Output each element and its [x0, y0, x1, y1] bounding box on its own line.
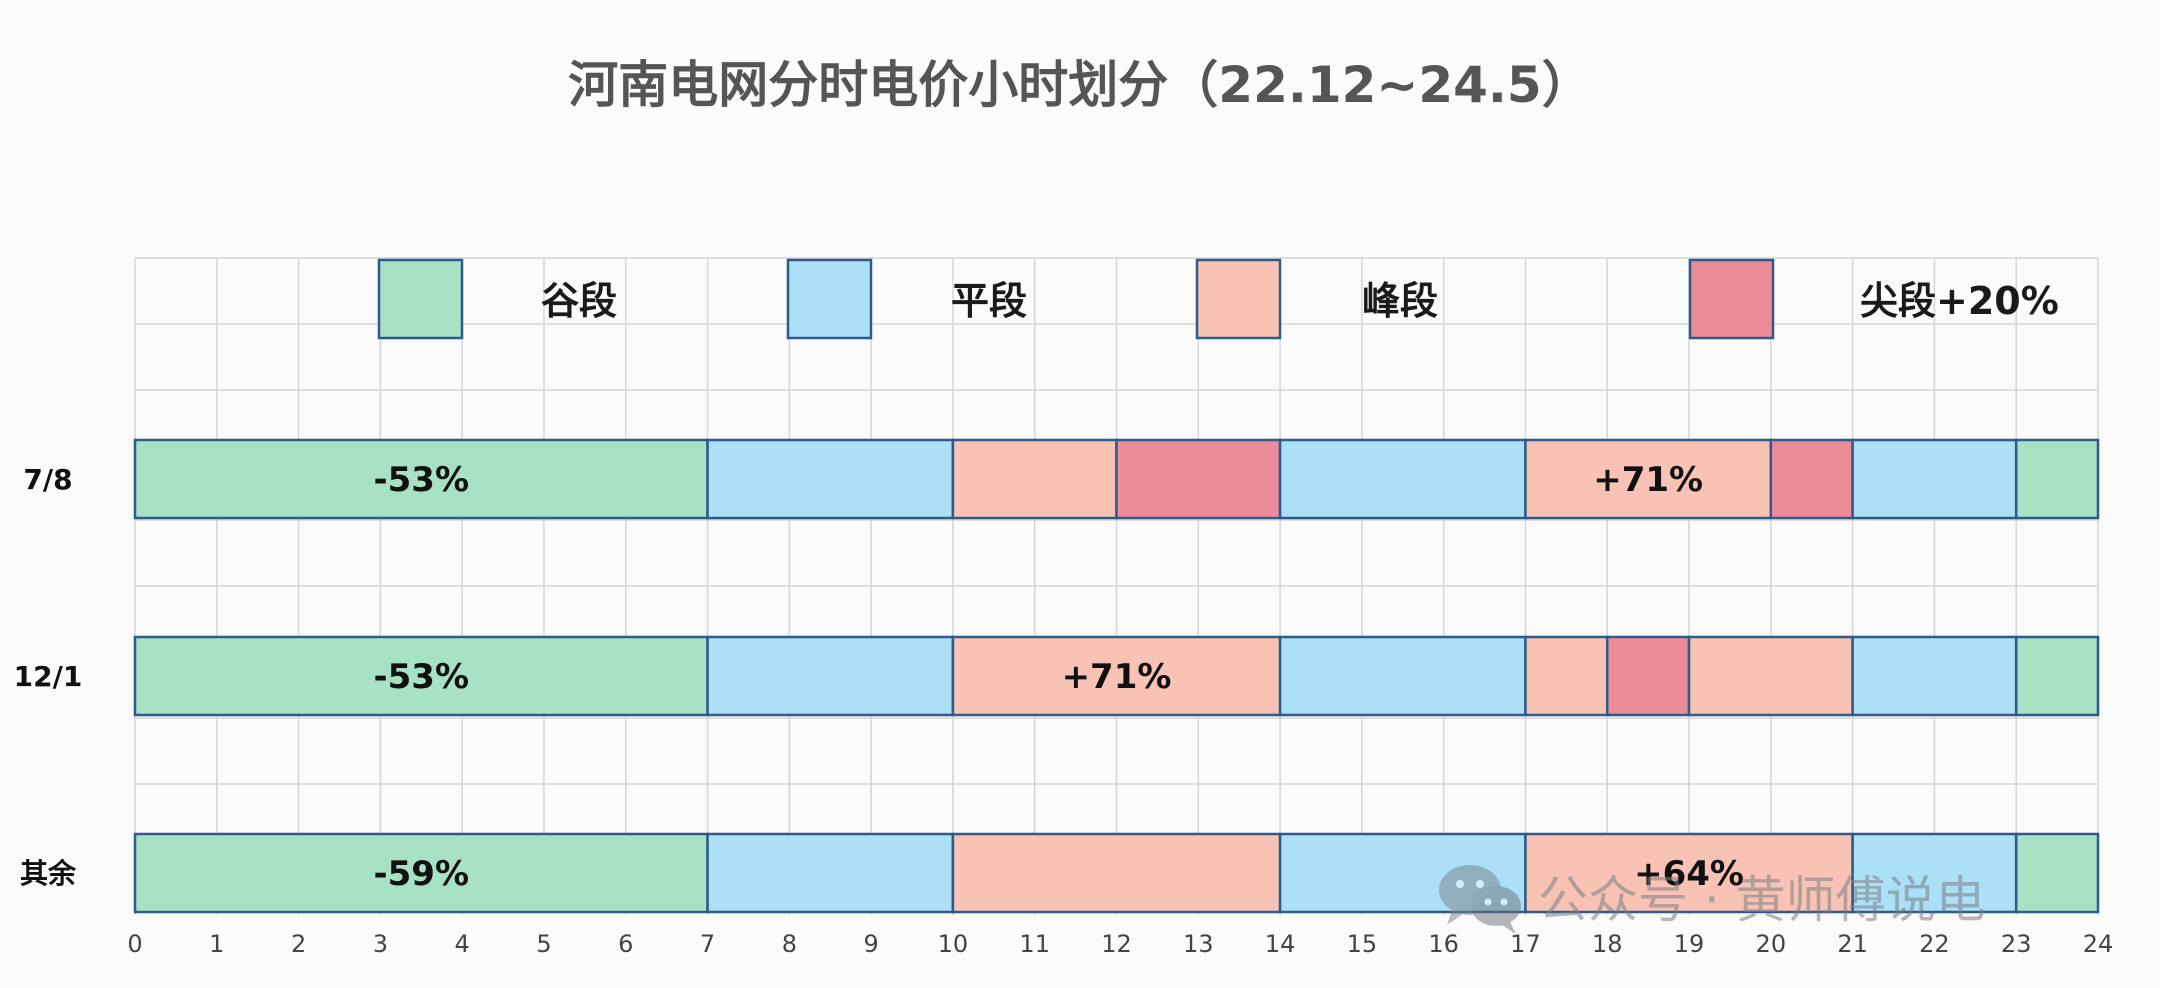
x-tick-label: 10: [938, 930, 969, 958]
x-tick-label: 3: [373, 930, 388, 958]
wechat-icon: [1439, 865, 1521, 934]
segment-valley: [133, 635, 709, 717]
legend-swatch: [786, 258, 873, 340]
segment-peak: [1687, 635, 1854, 717]
legend-item-valley: 谷段: [377, 258, 617, 340]
data-label: +71%: [1593, 460, 1703, 500]
segment-valley: [2014, 635, 2100, 717]
x-tick-label: 22: [1919, 930, 1950, 958]
segment-flat: [1278, 635, 1527, 717]
row-label: 其余: [20, 857, 77, 890]
timeline-row: 12/1 -53% +71%: [14, 635, 2100, 717]
x-tick-label: 23: [2001, 930, 2032, 958]
segment-sharp: [1115, 438, 1282, 520]
segment-sharp: [1769, 438, 1854, 520]
segment-peak: [1524, 635, 1609, 717]
x-tick-label: 13: [1183, 930, 1214, 958]
data-label: +64%: [1634, 854, 1744, 894]
legend-label: 峰段: [1362, 279, 1438, 323]
data-label: +71%: [1062, 657, 1172, 697]
watermark: 公众号 · 黄师傅说电: [1439, 865, 1986, 934]
legend-label: 谷段: [541, 279, 617, 323]
segment-valley: [2014, 438, 2100, 520]
x-tick-label: 12: [1101, 930, 1132, 958]
legend-label: 尖段+20%: [1860, 279, 2059, 323]
legend-label: 平段: [951, 279, 1027, 323]
x-tick-label: 5: [536, 930, 551, 958]
x-tick-label: 1: [209, 930, 224, 958]
segment-flat: [706, 832, 955, 914]
timeline-rows: 7/8 -53% +71% 12/1 -53% +71% 其余 -59% +64%: [14, 438, 2100, 914]
segment-peak: [951, 438, 1118, 520]
segment-flat: [1851, 635, 2018, 717]
grid-layer: [134, 257, 2099, 915]
x-tick-label: 16: [1428, 930, 1459, 958]
segment-peak: [1524, 832, 1854, 914]
watermark-text: 公众号 · 黄师傅说电: [1538, 871, 1986, 929]
data-label: -59%: [374, 854, 470, 894]
legend-swatch: [1688, 258, 1775, 340]
segment-peak: [951, 832, 1282, 914]
segment-flat: [706, 438, 955, 520]
data-label: -53%: [374, 657, 470, 697]
legend: 谷段 平段 峰段 尖段+20%: [377, 258, 2059, 340]
x-tick-label: 4: [455, 930, 470, 958]
segment-flat: [1278, 438, 1527, 520]
legend-item-flat: 平段: [786, 258, 1027, 340]
x-tick-label: 0: [127, 930, 142, 958]
legend-item-sharp: 尖段+20%: [1688, 258, 2059, 340]
segment-valley: [2014, 832, 2100, 914]
timeline-row: 7/8 -53% +71%: [23, 438, 2100, 520]
chart-title: 河南电网分时电价小时划分（22.12~24.5）: [568, 56, 1591, 114]
segment-peak: [1524, 438, 1773, 520]
legend-swatch: [377, 258, 464, 340]
legend-swatch: [1195, 258, 1282, 340]
segment-flat: [1851, 438, 2018, 520]
segment-valley: [133, 438, 709, 520]
data-label: -53%: [374, 460, 470, 500]
x-tick-label: 9: [863, 930, 878, 958]
x-tick-label: 19: [1674, 930, 1705, 958]
segment-valley: [133, 832, 709, 914]
legend-item-peak: 峰段: [1195, 258, 1438, 340]
x-tick-label: 15: [1347, 930, 1378, 958]
x-tick-label: 2: [291, 930, 306, 958]
row-label: 7/8: [23, 463, 72, 496]
x-tick-label: 7: [700, 930, 715, 958]
x-tick-label: 14: [1265, 930, 1296, 958]
x-tick-label: 17: [1510, 930, 1541, 958]
x-tick-label: 18: [1592, 930, 1623, 958]
segment-flat: [1851, 832, 2018, 914]
x-axis-ticks: 0 1 2 3 4 5 6 7 8 9 10 11 12 13 14 15 16 17 18 19 20 21 22 23 24: [127, 930, 2113, 958]
row-label: 12/1: [14, 660, 83, 693]
x-tick-label: 6: [618, 930, 633, 958]
x-tick-label: 8: [782, 930, 797, 958]
segment-flat: [706, 635, 955, 717]
x-tick-label: 11: [1019, 930, 1050, 958]
x-tick-label: 21: [1837, 930, 1868, 958]
x-tick-label: 20: [1756, 930, 1787, 958]
segment-sharp: [1606, 635, 1691, 717]
x-tick-label: 24: [2083, 930, 2114, 958]
